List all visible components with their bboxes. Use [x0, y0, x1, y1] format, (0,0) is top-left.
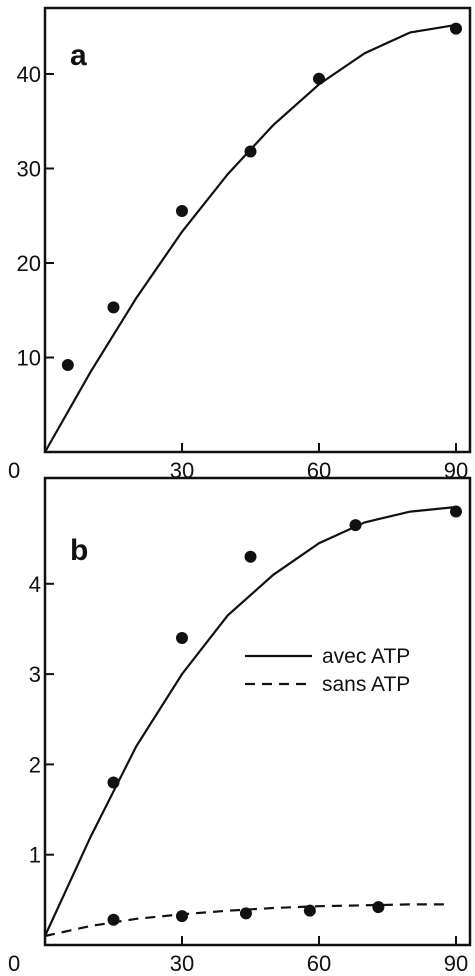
data-point: [107, 776, 120, 789]
plot-frame: [43, 6, 472, 454]
data-point: [176, 205, 188, 218]
x-tick-label: 0: [8, 458, 20, 483]
data-point: [239, 907, 252, 920]
data-point: [176, 631, 188, 644]
legend-label: avec ATP: [322, 645, 410, 668]
x-tick-label: 90: [444, 951, 468, 976]
legend-label: sans ATP: [322, 673, 410, 696]
y-tick-label: 4: [29, 572, 41, 597]
data-point: [176, 910, 188, 923]
x-tick-label: 0: [8, 951, 20, 976]
data-point: [244, 145, 257, 158]
plot-frame: [43, 476, 472, 947]
panel-letter: a: [70, 39, 87, 72]
fit-curve-solid: [44, 505, 457, 937]
x-tick-label: 60: [307, 951, 331, 976]
data-point: [372, 901, 385, 914]
y-tick-label: 20: [17, 251, 41, 276]
y-tick-label: 30: [17, 157, 41, 182]
y-tick-label: 1: [29, 843, 41, 868]
x-tick-label: 30: [170, 951, 194, 976]
y-tick-label: 10: [17, 346, 41, 371]
fit-curve-solid: [44, 23, 457, 453]
data-point: [349, 519, 362, 532]
data-point: [107, 913, 120, 926]
data-point: [61, 359, 74, 372]
data-point: [244, 550, 257, 563]
data-point: [303, 904, 316, 917]
legend: avec ATP sans ATP: [245, 645, 410, 696]
y-tick-label: 3: [29, 662, 41, 687]
data-point: [107, 301, 120, 314]
y-tick-label: 2: [29, 752, 41, 777]
data-point: [450, 22, 462, 35]
panel-b: 0 30 60 90 1 2 3 4 b avec ATP sans ATP: [8, 476, 472, 976]
y-tick-label: 40: [17, 62, 41, 87]
data-point: [313, 72, 325, 85]
panel-letter: b: [70, 534, 88, 567]
data-point: [450, 505, 462, 518]
